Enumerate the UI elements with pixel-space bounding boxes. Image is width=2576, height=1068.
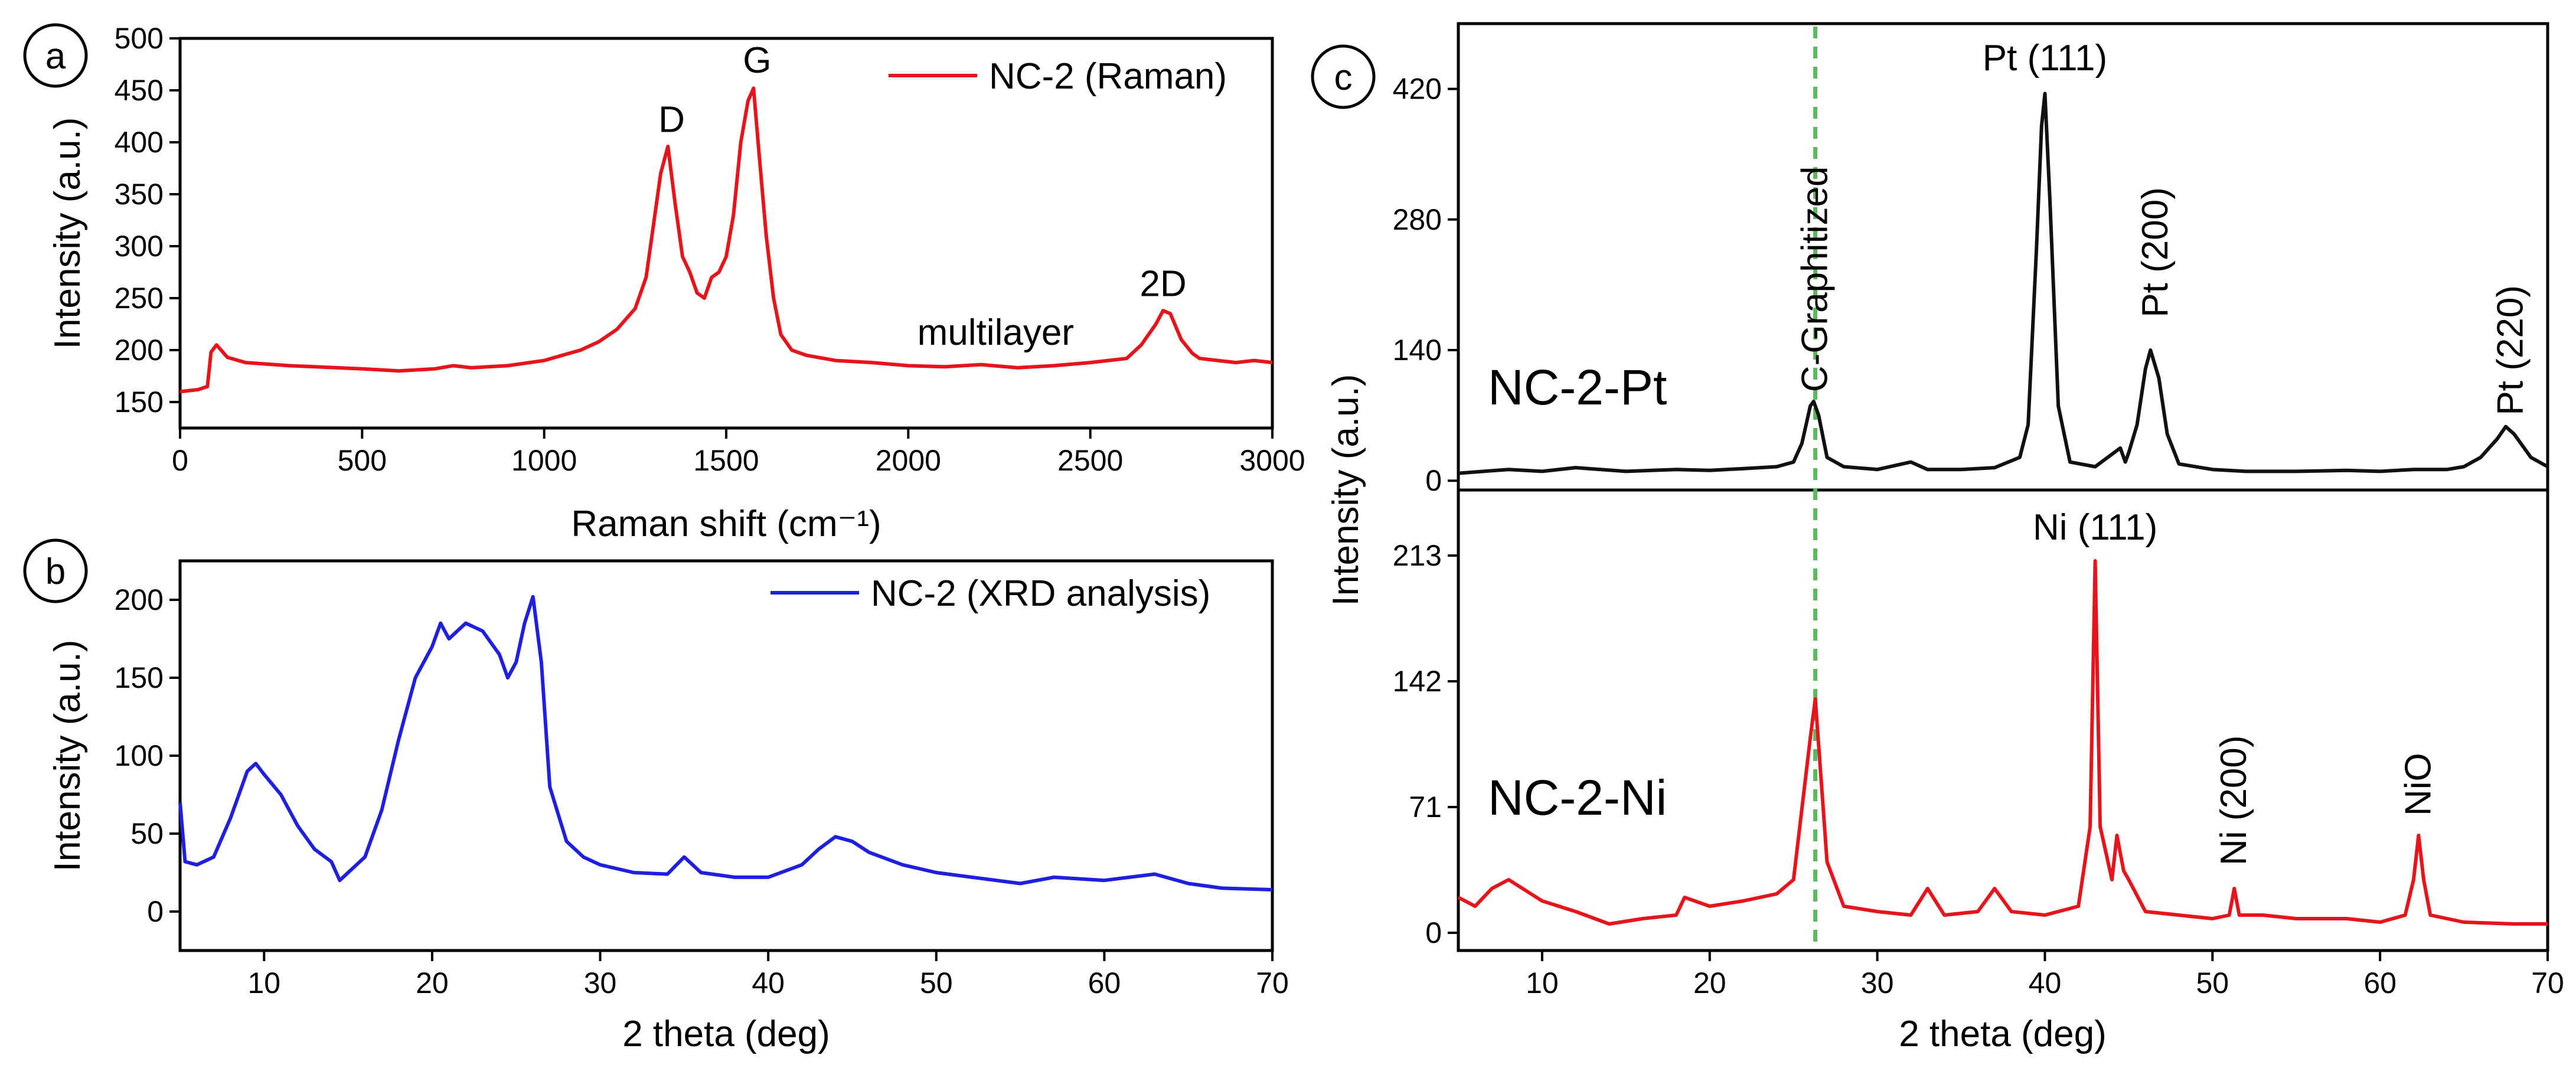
peak-annotation: G — [743, 40, 771, 81]
sample-label-ni: NC-2-Ni — [1488, 770, 1667, 825]
peak-annotation: NiO — [2398, 753, 2438, 816]
x-tick-label: 50 — [920, 966, 953, 1000]
x-tick-label: 40 — [752, 966, 785, 1000]
annotations-c-top: C-Graphitized Pt (111) Pt (200) Pt (220) — [1795, 38, 2531, 416]
panel-c-label-badge: c — [1311, 44, 1376, 109]
axes-c-top: 0 140 280 420 — [1393, 73, 1458, 497]
x-axis-label-b: 2 theta (deg) — [622, 1014, 830, 1054]
y-tick-label: 0 — [1425, 464, 1442, 497]
y-tick-label: 150 — [115, 386, 164, 419]
axes-b: 0 50 100 150 200 10 20 30 40 50 60 70 — [115, 583, 1289, 1000]
y-tick-label: 140 — [1393, 334, 1442, 367]
panel-c-label: c — [1334, 57, 1353, 98]
x-tick-label: 40 — [2029, 966, 2062, 1000]
x-tick-label: 50 — [2196, 966, 2229, 1000]
y-tick-label: 500 — [115, 22, 164, 55]
plot-frame-c-top — [1457, 22, 2549, 492]
pt-ni-panel: c 0 140 280 420 0 71 142 213 10 20 30 40 50 60 70 C-G… — [1311, 22, 2564, 1054]
y-tick-label: 200 — [115, 334, 164, 367]
y-tick-label: 300 — [115, 230, 164, 263]
y-tick-label: 0 — [147, 895, 164, 928]
y-tick-label: 250 — [115, 282, 164, 315]
x-tick-label: 3000 — [1239, 444, 1305, 477]
x-tick-label: 2500 — [1057, 444, 1123, 477]
x-tick-label: 20 — [1693, 966, 1726, 1000]
ni-series-line — [1457, 559, 2548, 926]
x-tick-label: 500 — [338, 444, 387, 477]
y-tick-label: 280 — [1393, 203, 1442, 236]
x-tick-label: 1500 — [693, 444, 759, 477]
y-tick-label: 50 — [130, 817, 164, 850]
x-tick-label: 70 — [2531, 966, 2564, 1000]
xrd-series-line — [178, 595, 1273, 891]
y-tick-label: 100 — [115, 739, 164, 772]
plot-frame-c-bottom — [1457, 488, 2549, 952]
y-axis-label-c: Intensity (a.u.) — [1325, 374, 1366, 606]
y-tick-label: 150 — [115, 661, 164, 694]
axes-c-bottom: 0 71 142 213 10 20 30 40 50 60 70 — [1393, 539, 2564, 1000]
raman-series-line — [179, 86, 1273, 394]
y-tick-label: 213 — [1393, 539, 1442, 572]
pt-series-line — [1458, 92, 2549, 475]
panel-a-label-badge: a — [23, 23, 88, 88]
peak-annotation: Pt (200) — [2135, 187, 2176, 318]
y-tick-label: 400 — [115, 126, 164, 159]
x-tick-label: 20 — [416, 966, 449, 1000]
y-tick-label: 71 — [1409, 791, 1442, 824]
panel-a-label: a — [45, 36, 66, 77]
x-tick-label: 2000 — [876, 444, 941, 477]
x-tick-label: 10 — [1526, 966, 1559, 1000]
peak-annotation: 2D — [1140, 263, 1186, 304]
axes-a: 150 200 250 300 350 400 450 500 0 500 1000 1500 2000… — [115, 22, 1305, 477]
x-tick-label: 60 — [1088, 966, 1121, 1000]
y-tick-label: 200 — [115, 583, 164, 616]
y-tick-label: 420 — [1393, 73, 1442, 106]
x-tick-label: 30 — [584, 966, 617, 1000]
raman-panel: a 150 200 250 300 350 400 450 500 0 500 1000 1500 20… — [23, 22, 1305, 544]
peak-annotation: D — [658, 99, 685, 140]
panel-b-label: b — [45, 551, 66, 592]
legend-b: NC-2 (XRD analysis) — [770, 573, 1210, 614]
legend-a: NC-2 (Raman) — [889, 56, 1227, 97]
plot-frame-b — [178, 559, 1274, 952]
legend-label-b: NC-2 (XRD analysis) — [871, 573, 1210, 614]
x-tick-label: 1000 — [511, 444, 577, 477]
y-tick-label: 0 — [1425, 916, 1442, 949]
x-tick-label: 70 — [1256, 966, 1289, 1000]
panel-b-label-badge: b — [23, 538, 88, 603]
y-axis-label-b: Intensity (a.u.) — [47, 640, 88, 872]
xrd-panel: b 0 50 100 150 200 10 20 30 40 50 60 70 NC-2 (XRD a… — [23, 538, 1289, 1054]
y-tick-label: 350 — [115, 178, 164, 211]
y-tick-label: 142 — [1393, 665, 1442, 698]
x-tick-label: 30 — [1861, 966, 1894, 1000]
peak-annotation: Pt (220) — [2490, 285, 2531, 416]
peak-annotation: Ni (200) — [2213, 735, 2254, 865]
x-axis-label-a: Raman shift (cm⁻¹) — [571, 504, 881, 544]
peak-annotation: Pt (111) — [1983, 38, 2107, 79]
y-tick-label: 450 — [115, 74, 164, 107]
legend-label-a: NC-2 (Raman) — [989, 56, 1227, 97]
x-axis-label-c: 2 theta (deg) — [1899, 1014, 2107, 1054]
peak-annotation: C-Graphitized — [1795, 166, 1836, 392]
x-tick-label: 60 — [2363, 966, 2397, 1000]
x-tick-label: 10 — [247, 966, 280, 1000]
x-tick-label: 0 — [172, 444, 188, 477]
sample-label-pt: NC-2-Pt — [1488, 360, 1667, 415]
annotations-c-bottom: Ni (111) Ni (200) NiO — [2033, 507, 2438, 865]
peak-annotation: Ni (111) — [2033, 507, 2157, 548]
y-axis-label-a: Intensity (a.u.) — [47, 117, 88, 350]
peak-annotation: multilayer — [918, 312, 1074, 353]
